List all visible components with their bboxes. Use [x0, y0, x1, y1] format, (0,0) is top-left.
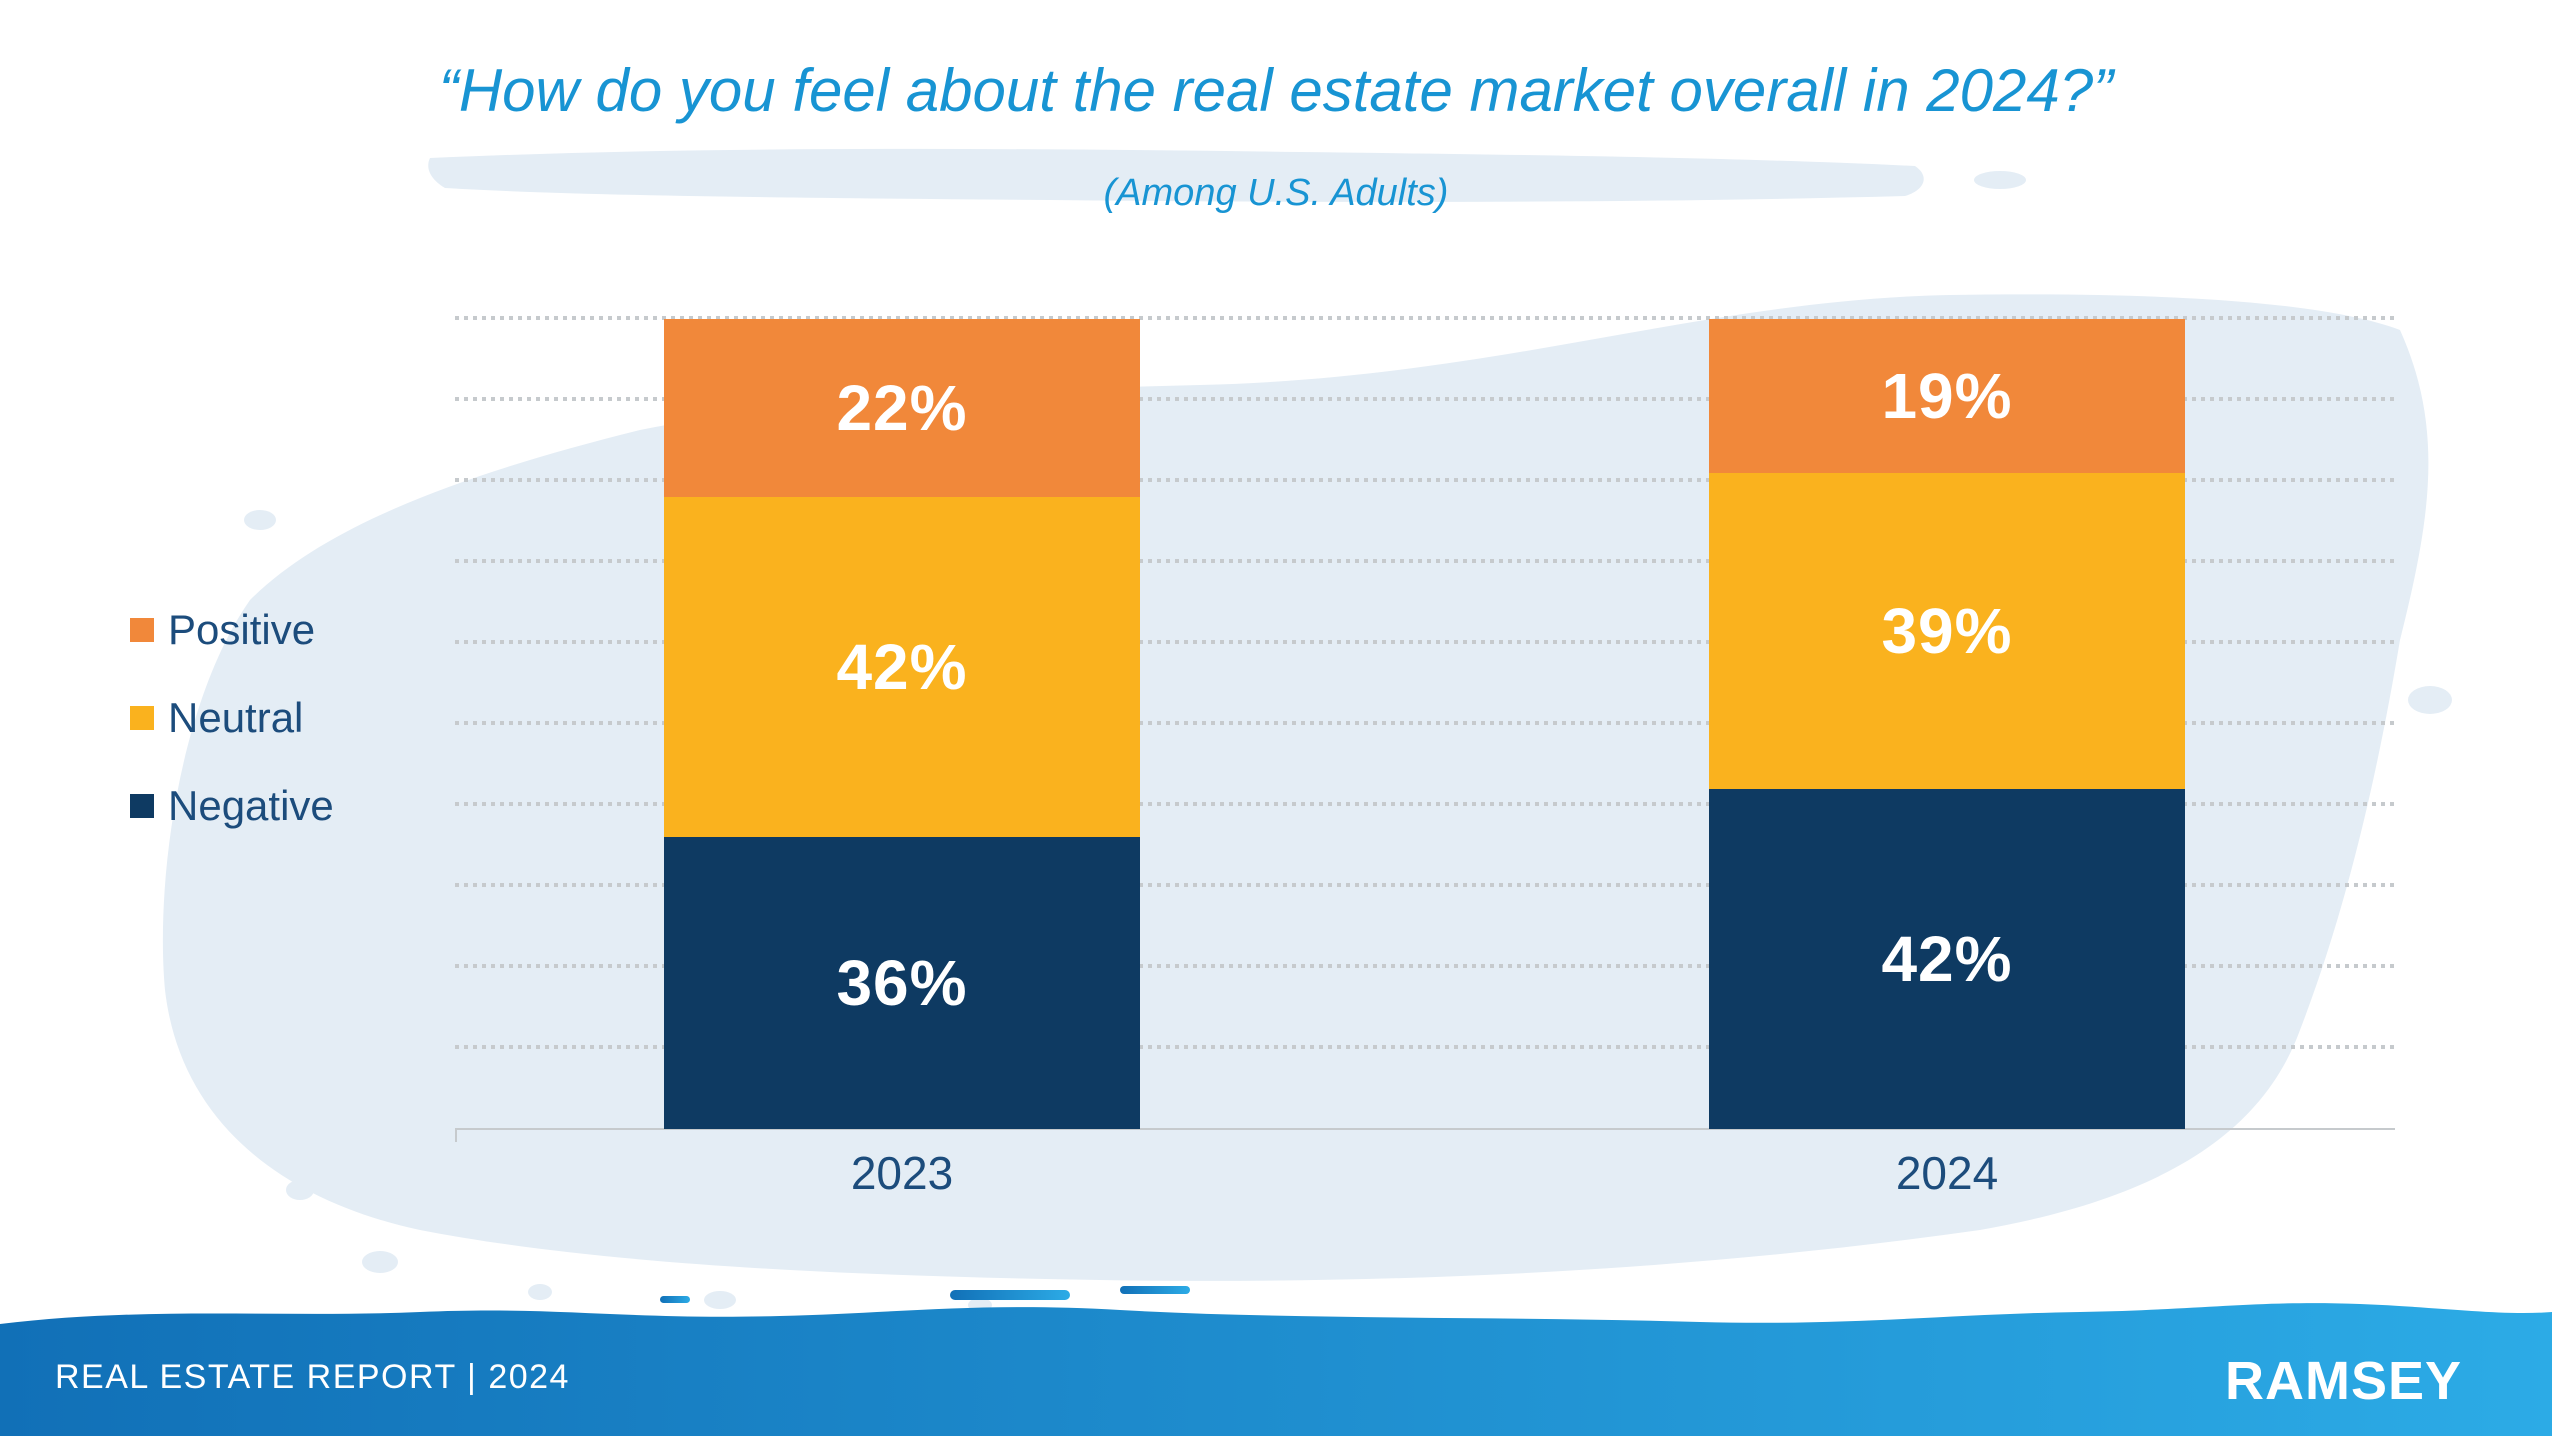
- bar-2024-negative-segment: 42%: [1709, 788, 2185, 1129]
- footer-brush-band: [0, 1286, 2552, 1436]
- legend-label-neutral: Neutral: [168, 694, 304, 741]
- gridline-40: [455, 802, 2395, 806]
- bar-2023-negative-value: 36%: [836, 947, 968, 1020]
- legend-label-positive: Positive: [168, 606, 316, 653]
- bar-2024: 19% 39% 42%: [1709, 319, 2185, 1129]
- x-label-2023: 2023: [850, 1147, 954, 1199]
- gridline-10: [455, 1045, 2395, 1049]
- bar-2024-positive-value: 19%: [1881, 359, 2013, 432]
- legend-item-neutral: Neutral: [130, 694, 303, 742]
- gridline-30: [455, 883, 2395, 887]
- x-axis-line: [455, 1128, 2395, 1130]
- bar-2023-neutral-value: 42%: [836, 631, 968, 704]
- gridline-100: [455, 316, 2395, 320]
- x-axis-tick: [455, 1128, 457, 1142]
- bar-2023-positive-value: 22%: [836, 372, 968, 445]
- bar-2023-neutral-segment: 42%: [664, 497, 1140, 838]
- x-label-2024: 2024: [1895, 1147, 1999, 1199]
- legend-item-negative: Negative: [130, 782, 334, 830]
- bar-2024-negative-value: 42%: [1881, 922, 2013, 995]
- gridline-80: [455, 478, 2395, 482]
- chart-title: “How do you feel about the real estate m…: [438, 57, 2114, 124]
- bar-2024-neutral-value: 39%: [1881, 594, 2013, 667]
- chart-subtitle: (Among U.S. Adults): [1103, 172, 1449, 214]
- gridline-60: [455, 640, 2395, 644]
- bar-2023-negative-segment: 36%: [664, 837, 1140, 1129]
- footer-report-label: REAL ESTATE REPORT | 2024: [55, 1358, 570, 1396]
- gridline-70: [455, 559, 2395, 563]
- bar-2024-neutral-segment: 39%: [1709, 472, 2185, 789]
- legend-item-positive: Positive: [130, 606, 315, 654]
- gridline-20: [455, 964, 2395, 968]
- legend-swatch-positive: [130, 618, 154, 642]
- legend-swatch-negative: [130, 794, 154, 818]
- bar-2023-positive-segment: 22%: [664, 319, 1140, 498]
- ramsey-logo: RAMSEY: [2224, 1351, 2462, 1411]
- bar-2024-positive-segment: 19%: [1709, 319, 2185, 473]
- legend-label-negative: Negative: [168, 782, 334, 829]
- gridline-90: [455, 397, 2395, 401]
- bar-2023: 22% 42% 36%: [664, 319, 1140, 1129]
- legend-swatch-neutral: [130, 706, 154, 730]
- gridline-50: [455, 721, 2395, 725]
